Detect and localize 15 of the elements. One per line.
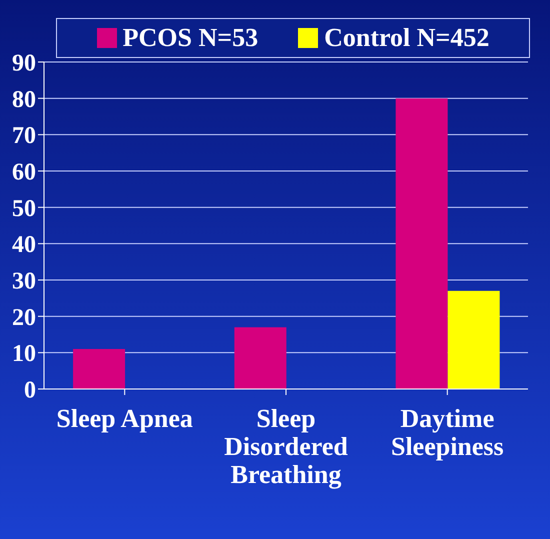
x-tick-label: Daytime Sleepiness xyxy=(390,404,504,461)
y-tick-label: 60 xyxy=(12,160,36,186)
y-tick-label: 0 xyxy=(24,378,36,404)
y-tick-label: 30 xyxy=(12,268,36,295)
y-tick-label: 50 xyxy=(12,196,36,222)
legend-label: PCOS N=53 xyxy=(122,23,258,53)
legend-label: Control N=452 xyxy=(324,23,490,53)
x-tick-label: Sleep Apnea xyxy=(56,404,193,433)
y-tick-label: 80 xyxy=(12,86,36,113)
y-tick-label: 70 xyxy=(12,123,36,150)
y-tick-label: 90 xyxy=(12,50,36,77)
x-tick-label: Sleep Disordered Breathing xyxy=(224,404,348,489)
y-tick-label: 10 xyxy=(12,341,36,368)
y-tick-label: 20 xyxy=(12,304,36,331)
y-tick-label: 40 xyxy=(12,232,36,258)
